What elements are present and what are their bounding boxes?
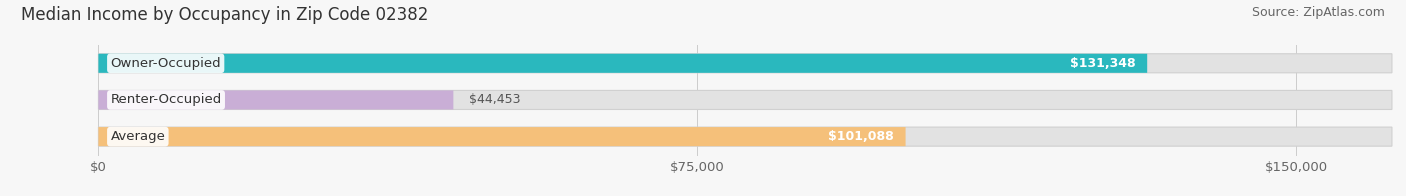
FancyBboxPatch shape xyxy=(98,54,1147,73)
Text: Median Income by Occupancy in Zip Code 02382: Median Income by Occupancy in Zip Code 0… xyxy=(21,6,429,24)
FancyBboxPatch shape xyxy=(98,90,1392,110)
Text: Renter-Occupied: Renter-Occupied xyxy=(111,93,222,106)
Text: Average: Average xyxy=(111,130,166,143)
FancyBboxPatch shape xyxy=(98,127,1392,146)
FancyBboxPatch shape xyxy=(98,127,905,146)
Text: $44,453: $44,453 xyxy=(470,93,520,106)
Text: $131,348: $131,348 xyxy=(1070,57,1135,70)
FancyBboxPatch shape xyxy=(98,54,1392,73)
Text: Owner-Occupied: Owner-Occupied xyxy=(111,57,221,70)
Text: $101,088: $101,088 xyxy=(828,130,894,143)
FancyBboxPatch shape xyxy=(98,90,453,110)
Text: Source: ZipAtlas.com: Source: ZipAtlas.com xyxy=(1251,6,1385,19)
